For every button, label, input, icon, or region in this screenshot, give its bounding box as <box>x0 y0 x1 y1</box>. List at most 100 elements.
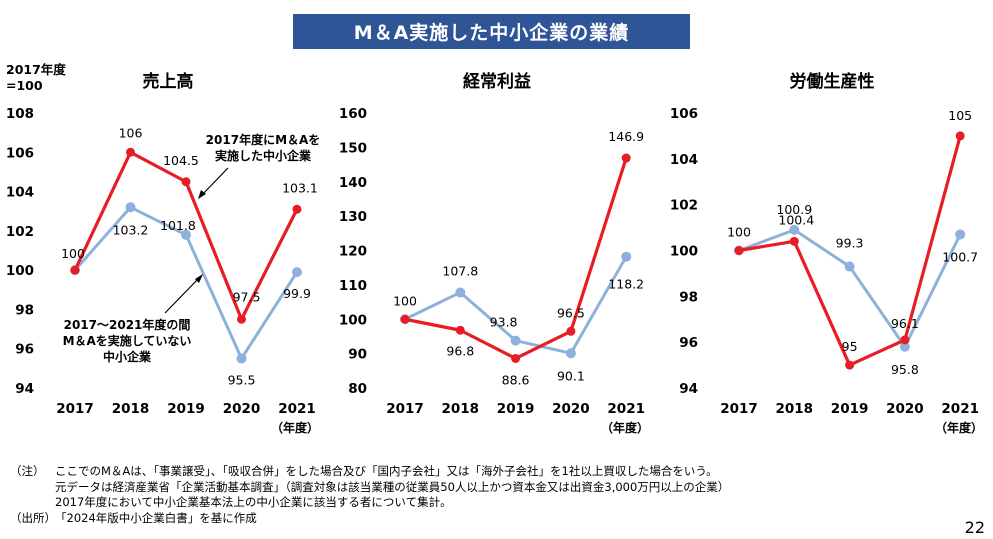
x-tick-label: 2021 <box>278 401 316 417</box>
x-tick-label: 2019 <box>831 401 869 417</box>
data-point-not_implemented <box>565 348 576 359</box>
data-point-implemented <box>845 360 855 370</box>
data-label-implemented: 96.5 <box>557 305 585 320</box>
data-label-implemented: 103.1 <box>282 180 318 195</box>
data-label-not_implemented: 90.1 <box>557 368 585 383</box>
data-point-not_implemented <box>844 261 855 272</box>
data-label-not_implemented: 118.2 <box>608 277 644 292</box>
data-point-not_implemented <box>621 251 632 262</box>
note-line-2: 元データは経済産業省「企業活動基本調査」（調査対象は該当業種の従業員50人以上か… <box>55 479 730 494</box>
data-label-implemented: 146.9 <box>608 129 644 144</box>
x-tick-label: 2017 <box>56 401 94 417</box>
data-label-not_implemented: 93.8 <box>490 315 518 330</box>
data-label-implemented: 88.6 <box>502 372 530 387</box>
data-label-not_implemented: 95.5 <box>228 373 256 388</box>
data-point-implemented <box>237 314 246 324</box>
data-label-implemented: 96.1 <box>891 316 919 331</box>
data-point-not_implemented <box>789 224 800 235</box>
base-year-label-line1: 2017年度 <box>6 62 66 77</box>
chart-title: 労働生産性 <box>790 71 875 92</box>
y-tick-label: 80 <box>348 381 367 397</box>
y-tick-label: 106 <box>670 106 698 122</box>
y-tick-label: 102 <box>6 224 34 240</box>
x-unit-label: （年度） <box>271 420 319 435</box>
source-text: 「2024年版中小企業白書」を基に作成 <box>55 510 257 525</box>
data-point-implemented <box>900 335 910 345</box>
chart-title: 経常利益 <box>463 71 531 92</box>
annotation-arrow-line <box>199 167 229 198</box>
data-point-not_implemented <box>455 287 466 298</box>
x-tick-label: 2020 <box>223 401 261 417</box>
data-label-implemented: 96.8 <box>446 343 474 358</box>
x-tick-label: 2021 <box>607 401 645 417</box>
page-number: 22 <box>964 518 985 537</box>
x-unit-label: （年度） <box>601 420 649 435</box>
data-label-not_implemented: 103.2 <box>113 222 149 237</box>
data-label-implemented: 100 <box>727 225 751 240</box>
page-title-banner: M＆A実施した中小企業の業績 <box>293 14 690 49</box>
data-label-not_implemented: 99.9 <box>283 286 311 301</box>
y-tick-label: 98 <box>679 289 698 305</box>
annotation-arrow-head <box>195 274 203 283</box>
data-point-not_implemented <box>292 267 302 278</box>
y-tick-label: 140 <box>339 175 367 191</box>
data-point-implemented <box>126 147 135 157</box>
y-tick-label: 120 <box>339 244 367 260</box>
data-point-implemented <box>70 265 80 275</box>
data-point-not_implemented <box>236 353 247 364</box>
x-unit-label: （年度） <box>935 420 983 435</box>
x-tick-label: 2020 <box>886 401 924 417</box>
data-point-implemented <box>511 353 521 363</box>
y-tick-label: 108 <box>6 106 34 122</box>
y-tick-label: 90 <box>348 347 367 363</box>
chart-title: 売上高 <box>143 71 194 92</box>
base-year-label: 2017年度 =100 <box>6 62 66 94</box>
data-point-not_implemented <box>955 229 966 240</box>
x-tick-label: 2021 <box>941 401 979 417</box>
note-row: （注） ここでのM＆Aは、「事業譲受」、「吸収合併」をした場合及び「国内子会社」… <box>10 464 729 480</box>
data-label-not_implemented: 100.7 <box>942 249 978 264</box>
data-point-implemented <box>789 236 799 246</box>
x-tick-label: 2017 <box>386 401 424 417</box>
y-tick-label: 150 <box>339 140 367 156</box>
data-point-implemented <box>181 177 191 187</box>
data-point-not_implemented <box>899 341 910 352</box>
x-tick-label: 2017 <box>720 401 758 417</box>
source-tag: （出所） <box>10 510 56 525</box>
y-tick-label: 110 <box>339 278 367 294</box>
note-line-1: ここでのM＆Aは、「事業譲受」、「吸収合併」をした場合及び「国内子会社」又は「海… <box>55 464 718 478</box>
data-point-implemented <box>734 246 744 255</box>
data-label-not_implemented: 107.8 <box>442 263 478 278</box>
data-label-not_implemented: 100.9 <box>776 202 812 217</box>
annotation-arrow-head <box>198 190 206 199</box>
data-label-implemented: 97.5 <box>233 289 261 304</box>
y-tick-label: 96 <box>15 342 34 358</box>
y-tick-label: 94 <box>15 381 34 397</box>
data-point-not_implemented <box>181 229 191 240</box>
data-label-not_implemented: 101.8 <box>160 218 196 233</box>
note-line-3: 2017年度において中小企業基本法上の中小企業に該当する者について集計。 <box>55 495 452 509</box>
x-tick-label: 2018 <box>112 401 150 417</box>
data-point-implemented <box>292 204 302 214</box>
notes-section: （注） ここでのM＆Aは、「事業譲受」、「吸収合併」をした場合及び「国内子会社」… <box>10 464 729 526</box>
annotation-not-implemented-line: 2017～2021年度の間 <box>64 317 191 332</box>
y-tick-label: 130 <box>339 209 367 225</box>
charts-canvas: 売上高 94 96 98 100 102 104 106 108 2017 2018 2019 2020… <box>6 71 983 435</box>
data-label-implemented: 100 <box>61 246 85 261</box>
y-tick-label: 160 <box>339 106 367 122</box>
data-point-not_implemented <box>125 202 136 213</box>
data-label-implemented: 104.5 <box>163 153 199 168</box>
source-row: （出所） 「2024年版中小企業白書」を基に作成 <box>10 511 729 527</box>
y-tick-label: 106 <box>6 145 34 161</box>
data-label-implemented: 106 <box>119 125 143 140</box>
data-label-implemented: 95 <box>842 339 858 354</box>
x-tick-label: 2020 <box>552 401 590 417</box>
y-tick-label: 98 <box>15 302 34 318</box>
data-label-implemented: 100.4 <box>778 212 814 227</box>
annotation-implemented-line: 2017年度にM＆Aを <box>206 132 321 147</box>
annotation-not-implemented-line: M＆Aを実施していない <box>63 333 192 348</box>
data-point-implemented <box>566 326 576 336</box>
y-tick-label: 96 <box>679 335 698 351</box>
y-tick-label: 104 <box>670 152 698 168</box>
data-label-not_implemented: 99.3 <box>836 236 864 251</box>
